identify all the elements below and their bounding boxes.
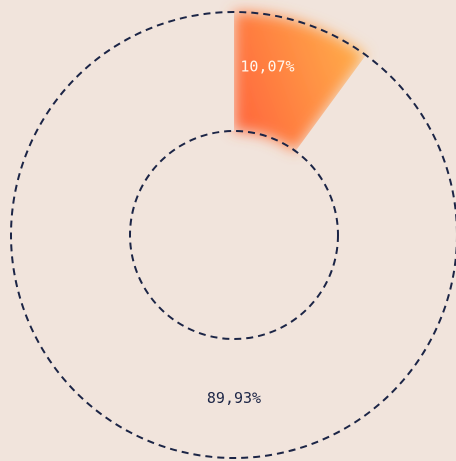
slice-1-label: 10,07% <box>240 57 294 75</box>
slice-2 <box>11 12 456 458</box>
slices-layer <box>11 12 456 458</box>
outline-layer <box>10 11 456 459</box>
slice-2-label: 89,93% <box>207 389 261 407</box>
labels-layer: 10,07% 89,93% <box>207 57 295 407</box>
inner-ring-outline <box>129 130 339 340</box>
outer-ring-outline <box>10 11 456 459</box>
slice-1 <box>234 12 366 152</box>
